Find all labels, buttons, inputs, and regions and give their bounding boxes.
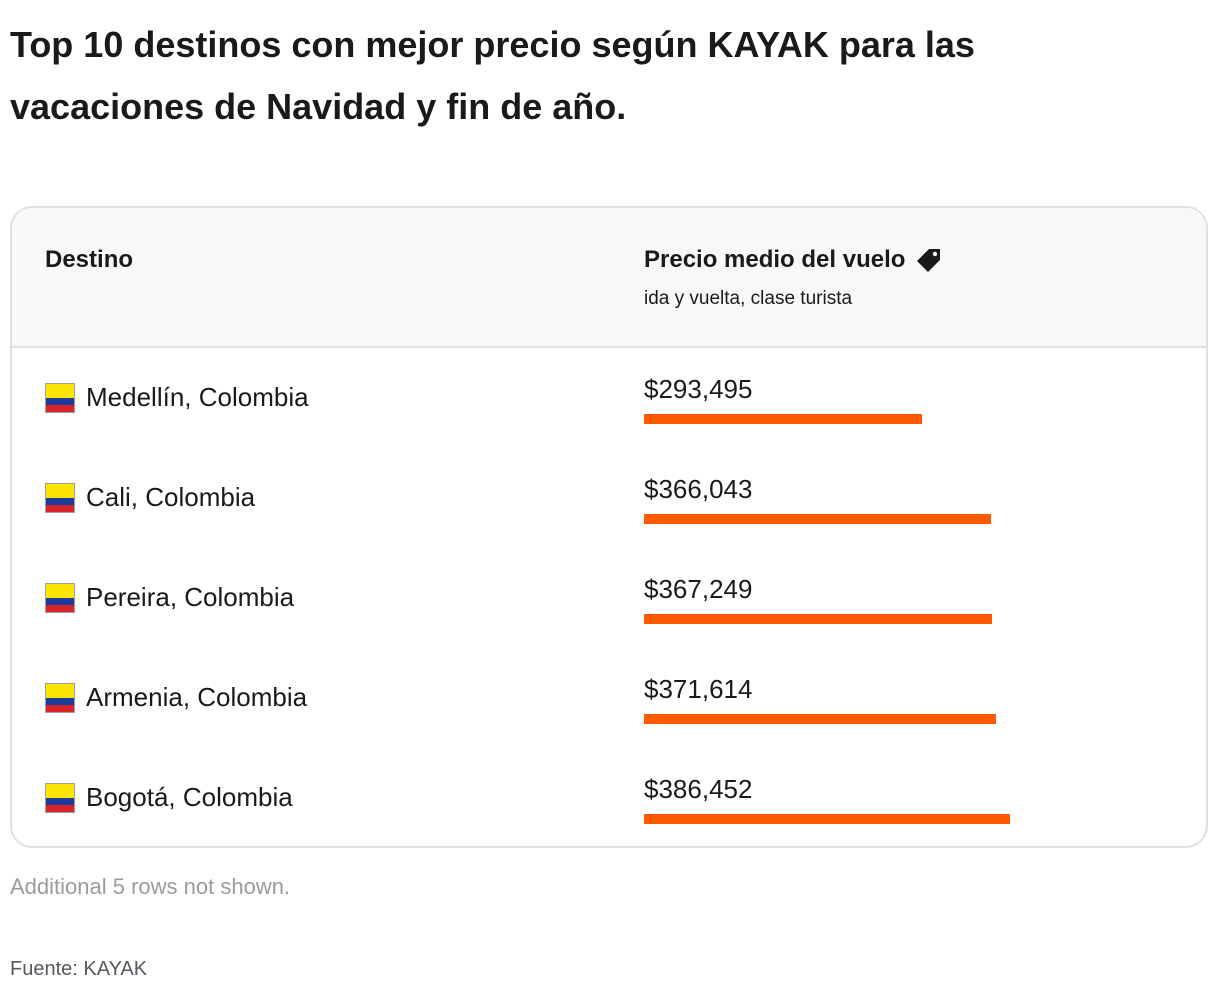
destination-column-header: Destino (45, 246, 134, 273)
destination-cell: Cali, Colombia (45, 482, 255, 513)
destination-label: Medellín, Colombia (86, 382, 309, 412)
price-column-header: Precio medio del vuelo (644, 246, 943, 274)
destination-cell: Medellín, Colombia (45, 382, 309, 413)
price-bar (644, 514, 991, 524)
price-value-label: $367,249 (644, 574, 753, 604)
destination-label: Cali, Colombia (86, 482, 256, 512)
price-bar (644, 414, 922, 424)
destination-label: Pereira, Colombia (86, 582, 295, 612)
destination-cell: Armenia, Colombia (45, 682, 307, 713)
table-row: Pereira, Colombia $367,249 (12, 548, 1206, 648)
colombia-flag-icon (45, 782, 75, 813)
price-value-label: $366,043 (644, 474, 753, 504)
destination-cell: Pereira, Colombia (45, 582, 294, 613)
colombia-flag-icon (45, 682, 75, 713)
price-value-label: $371,614 (644, 674, 753, 704)
destination-label: Armenia, Colombia (86, 682, 308, 712)
rows-hidden-note: Additional 5 rows not shown. (10, 874, 291, 899)
price-bar (644, 814, 1010, 824)
table-row: Medellín, Colombia $293,495 (12, 348, 1206, 448)
price-value-label: $386,452 (644, 774, 753, 804)
price-column-header-label: Precio medio del vuelo (644, 246, 906, 273)
price-bar (644, 714, 996, 724)
colombia-flag-icon (45, 482, 75, 513)
colombia-flag-icon (45, 582, 75, 613)
source-label: Fuente: KAYAK (10, 958, 148, 980)
colombia-flag-icon (45, 382, 75, 413)
price-table-card: Destino Precio medio del vuelo ida y vue… (10, 206, 1208, 848)
destination-label: Bogotá, Colombia (86, 782, 293, 812)
price-column-subheader: ida y vuelta, clase turista (644, 288, 853, 309)
table-row: Armenia, Colombia $371,614 (12, 648, 1206, 748)
destination-cell: Bogotá, Colombia (45, 782, 293, 813)
price-value-label: $293,495 (644, 374, 753, 404)
table-row: Bogotá, Colombia $386,452 (12, 748, 1206, 846)
table-row: Cali, Colombia $366,043 (12, 448, 1206, 548)
table-body: Medellín, Colombia $293,495 Cali, Colombia… (12, 348, 1206, 846)
tag-icon (915, 246, 943, 274)
table-header: Destino Precio medio del vuelo ida y vue… (12, 208, 1206, 348)
chart-title: Top 10 destinos con mejor precio según K… (10, 24, 975, 127)
price-bar (644, 614, 992, 624)
